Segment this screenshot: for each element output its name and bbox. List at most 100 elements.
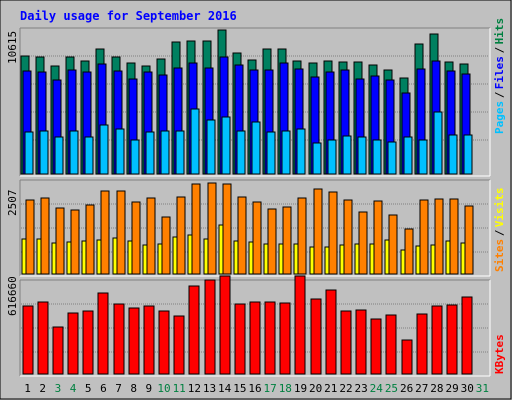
legend-visits: Visits <box>493 187 506 227</box>
bar-sites-day-2 <box>40 197 50 275</box>
bar-kbytes-day-8 <box>128 307 140 375</box>
bar-pages-day-30 <box>463 134 473 175</box>
legend-kbytes: KBytes <box>493 334 506 374</box>
bar-kbytes-day-2 <box>37 301 49 375</box>
bar-kbytes-day-29 <box>446 304 458 375</box>
bar-sites-day-1 <box>25 199 35 275</box>
bar-kbytes-day-7 <box>113 303 125 375</box>
day-label-13: 13 <box>203 382 216 395</box>
legend-files: Files <box>493 56 506 89</box>
bar-pages-day-7 <box>115 128 125 175</box>
bar-pages-day-19 <box>296 128 306 175</box>
bar-pages-day-3 <box>54 136 64 175</box>
bar-kbytes-day-4 <box>67 312 79 375</box>
bar-kbytes-day-19 <box>294 275 306 375</box>
day-label-15: 15 <box>233 382 246 395</box>
bar-pages-day-8 <box>130 139 140 175</box>
bar-kbytes-day-9 <box>143 305 155 375</box>
bar-kbytes-day-6 <box>97 292 109 375</box>
bar-kbytes-day-30 <box>461 296 473 375</box>
bar-pages-day-4 <box>69 130 79 175</box>
bar-sites-day-23 <box>358 211 368 275</box>
day-label-1: 1 <box>24 382 31 395</box>
bar-sites-day-30 <box>464 205 474 275</box>
bar-pages-day-2 <box>39 130 49 175</box>
bar-pages-day-26 <box>403 136 413 175</box>
day-label-16: 16 <box>248 382 261 395</box>
bar-sites-day-12 <box>191 183 201 275</box>
day-label-26: 26 <box>400 382 413 395</box>
bar-kbytes-day-16 <box>249 301 261 375</box>
day-label-23: 23 <box>355 382 368 395</box>
bar-kbytes-day-28 <box>431 305 443 375</box>
bar-pages-day-6 <box>99 124 109 175</box>
day-label-22: 22 <box>339 382 352 395</box>
legend-pages: Pages <box>493 101 506 134</box>
bar-kbytes-day-26 <box>401 339 413 375</box>
bar-sites-day-29 <box>449 198 459 275</box>
bar-sites-day-28 <box>434 198 444 275</box>
bar-pages-day-12 <box>190 108 200 175</box>
chart-title: Daily usage for September 2016 <box>20 9 237 23</box>
day-label-2: 2 <box>39 382 46 395</box>
bar-sites-day-14 <box>222 183 232 275</box>
day-label-8: 8 <box>130 382 137 395</box>
legend-separator-hits-files-pages-0: / <box>493 91 506 98</box>
day-label-30: 30 <box>461 382 474 395</box>
day-label-31: 31 <box>476 382 489 395</box>
bar-kbytes-day-24 <box>370 318 382 375</box>
bar-pages-day-28 <box>433 111 443 175</box>
bar-pages-day-23 <box>357 136 367 175</box>
bar-pages-day-20 <box>312 142 322 175</box>
bar-pages-day-17 <box>266 131 276 175</box>
bar-kbytes-day-27 <box>416 313 428 375</box>
bar-sites-day-7 <box>116 190 126 275</box>
day-label-4: 4 <box>70 382 77 395</box>
day-label-20: 20 <box>309 382 322 395</box>
legend-sites: Sites <box>493 239 506 272</box>
bar-kbytes-day-14 <box>219 275 231 375</box>
bar-sites-day-13 <box>207 182 217 275</box>
legend-hits: Hits <box>493 18 506 45</box>
bar-sites-day-25 <box>388 214 398 275</box>
y-max-label-hits-files-pages: 10615 <box>6 31 19 64</box>
bar-sites-day-15 <box>237 196 247 275</box>
day-label-7: 7 <box>115 382 122 395</box>
bar-pages-day-1 <box>24 131 34 175</box>
bar-sites-day-9 <box>146 197 156 275</box>
bar-sites-day-20 <box>313 188 323 275</box>
day-label-11: 11 <box>173 382 186 395</box>
legend-separator-visits-sites-0: / <box>493 229 506 236</box>
bar-kbytes-day-22 <box>340 310 352 375</box>
bar-kbytes-day-11 <box>173 315 185 375</box>
bar-pages-day-14 <box>221 116 231 175</box>
day-label-12: 12 <box>188 382 201 395</box>
bar-pages-day-13 <box>206 119 216 175</box>
bar-sites-day-19 <box>297 197 307 275</box>
bar-pages-day-18 <box>281 130 291 175</box>
bar-kbytes-day-20 <box>310 298 322 375</box>
bar-kbytes-day-21 <box>325 289 337 375</box>
bar-pages-day-21 <box>327 139 337 175</box>
bar-kbytes-day-10 <box>158 310 170 375</box>
bar-kbytes-day-23 <box>355 309 367 375</box>
bar-kbytes-day-5 <box>82 310 94 375</box>
bar-kbytes-day-12 <box>188 285 200 375</box>
bar-kbytes-day-18 <box>279 302 291 375</box>
bar-kbytes-day-13 <box>204 279 216 375</box>
bar-sites-day-24 <box>373 200 383 275</box>
bar-sites-day-8 <box>131 201 141 275</box>
day-label-29: 29 <box>445 382 458 395</box>
day-label-28: 28 <box>430 382 443 395</box>
legend-separator-hits-files-pages-1: / <box>493 47 506 54</box>
bar-pages-day-29 <box>448 134 458 175</box>
bar-sites-day-16 <box>252 201 262 275</box>
bar-sites-day-6 <box>100 190 110 275</box>
day-label-27: 27 <box>415 382 428 395</box>
bar-sites-day-4 <box>70 209 80 275</box>
bar-pages-day-27 <box>418 139 428 175</box>
bar-pages-day-10 <box>160 130 170 175</box>
bar-kbytes-day-17 <box>264 301 276 375</box>
bar-kbytes-day-3 <box>52 326 64 375</box>
